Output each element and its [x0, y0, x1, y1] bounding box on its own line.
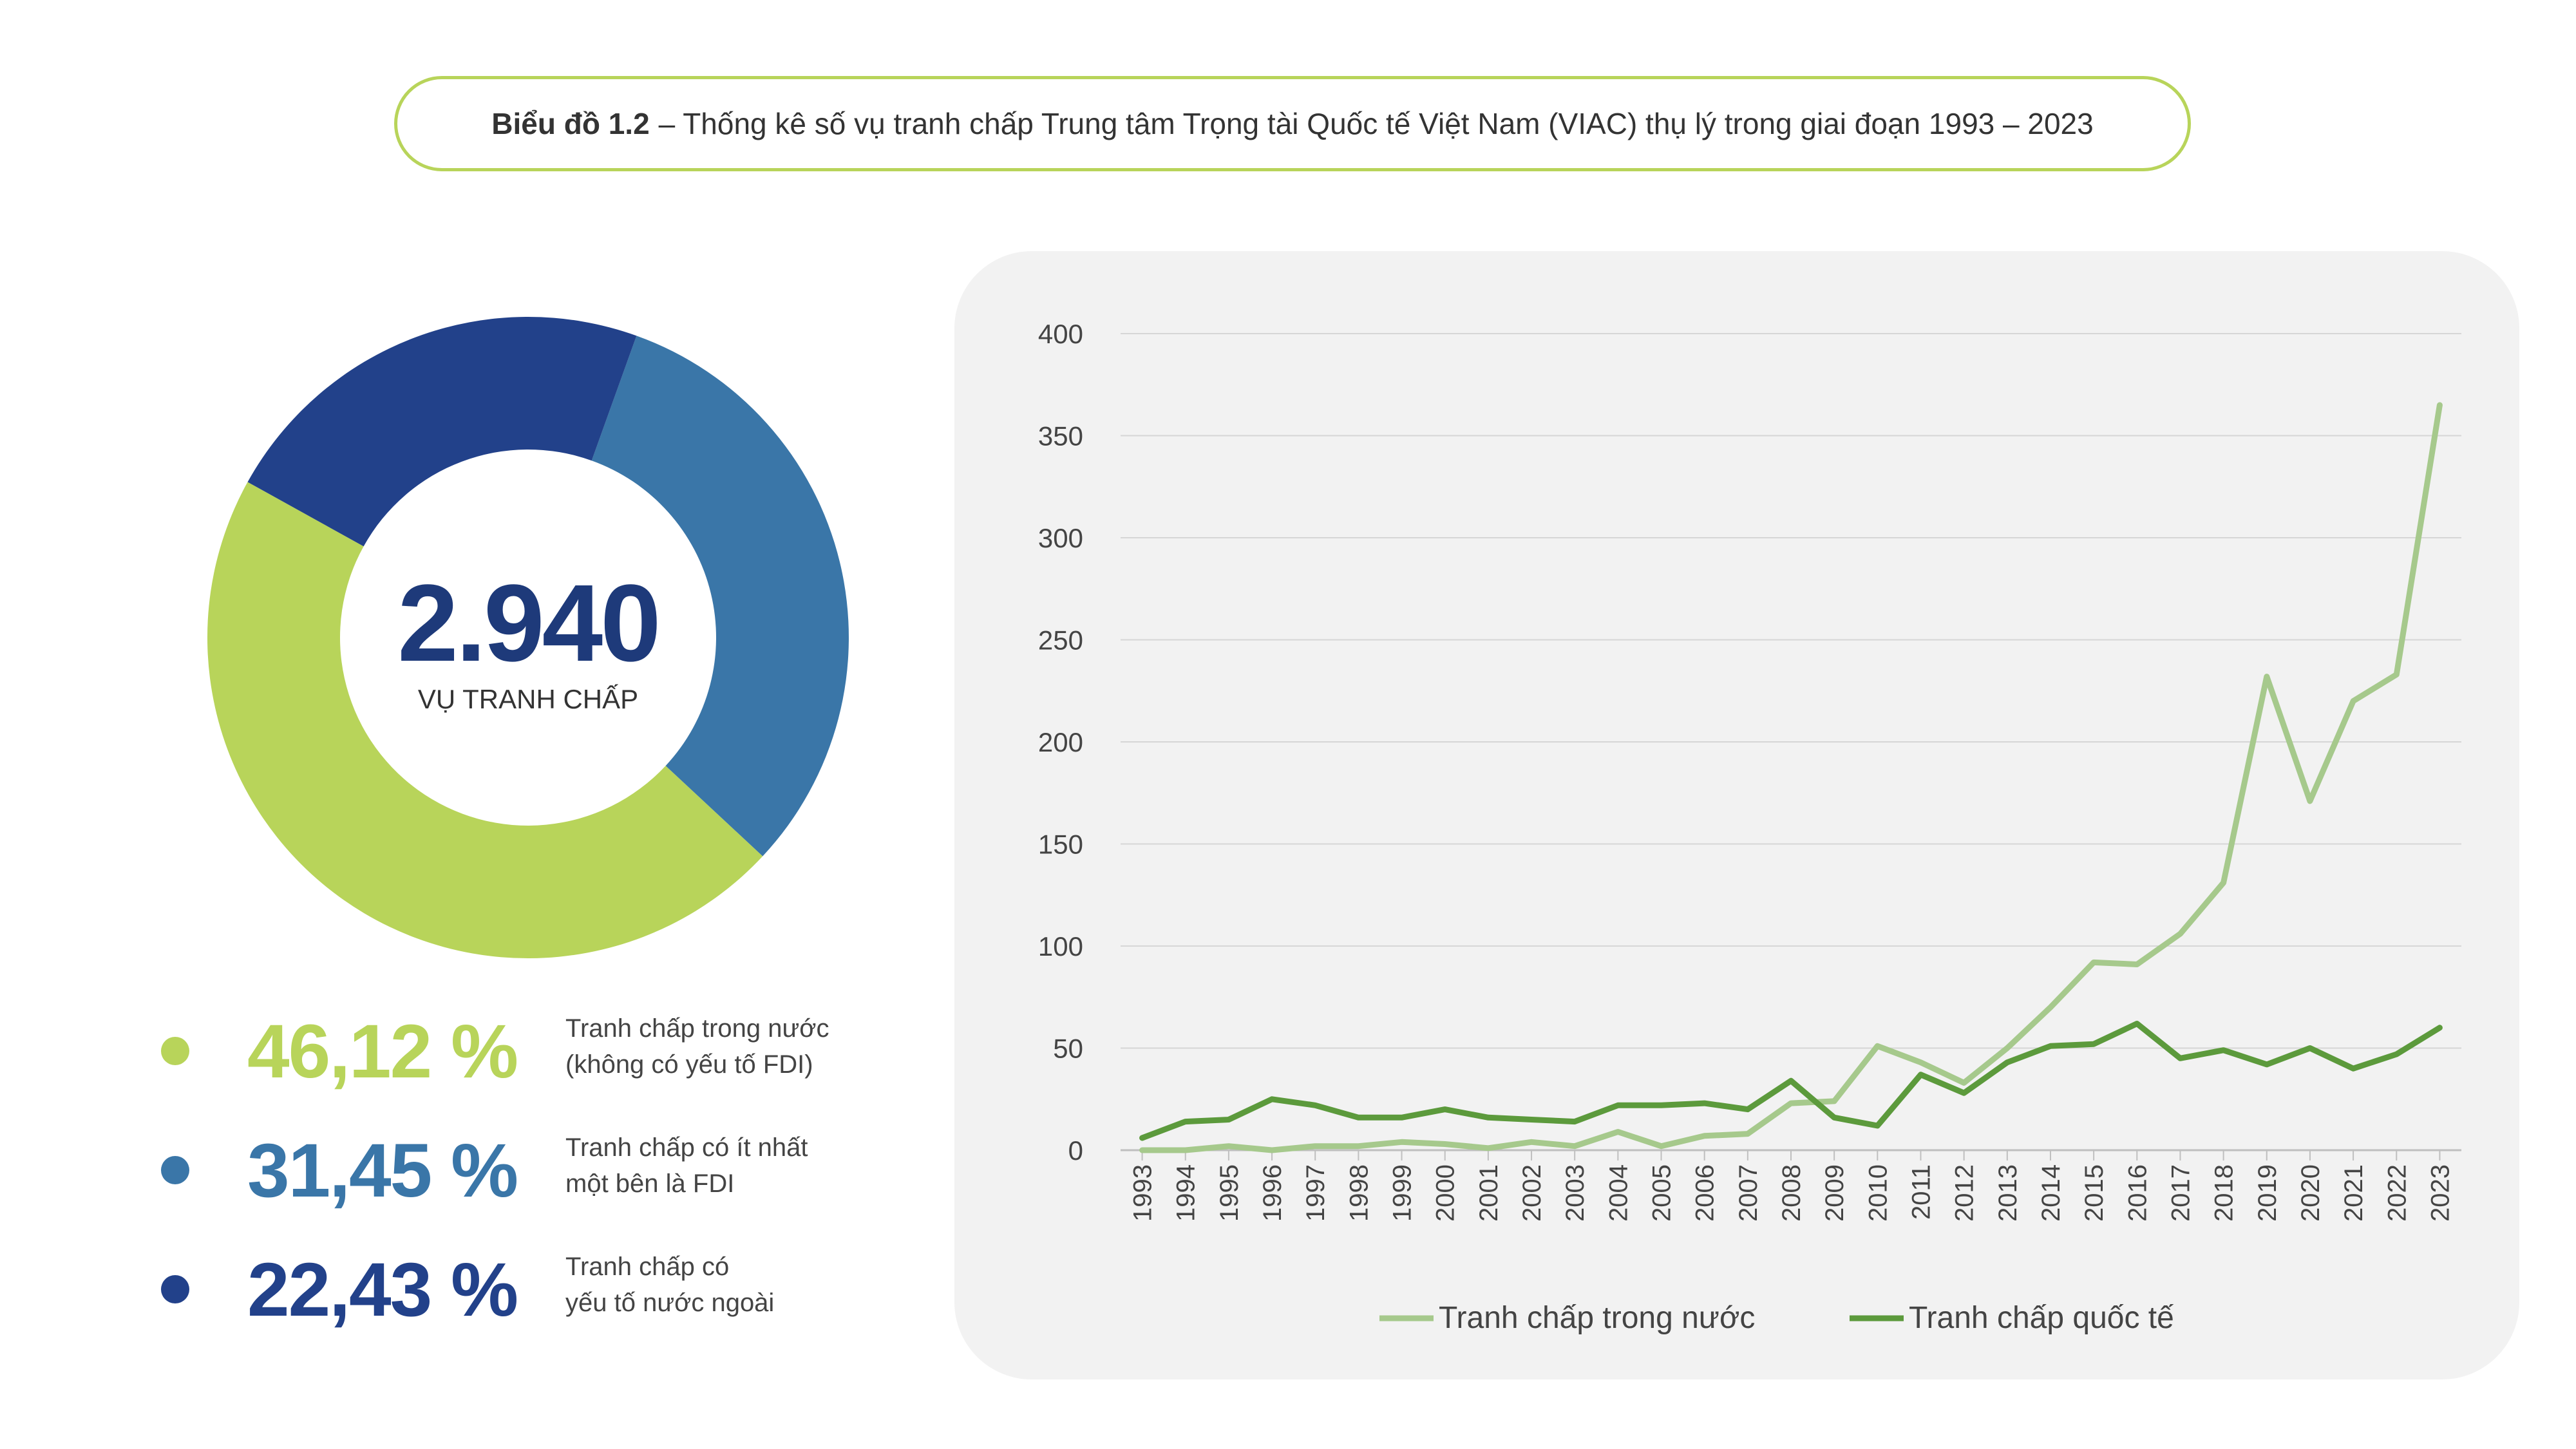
- x-tick-label: 2013: [1994, 1164, 2022, 1222]
- x-tick-label: 2003: [1561, 1164, 1589, 1222]
- legend-pct-domestic: 46,12 %: [247, 1009, 518, 1094]
- legend-row-foreign: 22,43 % Tranh chấp có yếu tố nước ngoài: [161, 1246, 934, 1343]
- x-tick-label: 2005: [1648, 1164, 1676, 1222]
- x-tick-label: 1997: [1302, 1164, 1330, 1222]
- legend-desc-fdi: Tranh chấp có ít nhất một bên là FDI: [565, 1133, 808, 1198]
- donut-center-value: 2.940: [397, 562, 661, 685]
- donut-svg: [207, 317, 849, 958]
- legend-pct-fdi: 31,45 %: [247, 1128, 518, 1213]
- y-tick-label: 400: [1038, 319, 1083, 349]
- x-tick-label: 2001: [1475, 1164, 1503, 1222]
- line-chart-card: 0 50 100 150 200 250 300 350 400 1993 1994 1995 1996…: [954, 251, 2519, 1379]
- chart-title-text: – Thống kê số vụ tranh chấp Trung tâm Tr…: [658, 107, 2094, 140]
- x-tick-label: 1996: [1258, 1164, 1287, 1222]
- chart-title: Biểu đồ 1.2 – Thống kê số vụ tranh chấp …: [394, 76, 2191, 171]
- x-tick-label: 2017: [2166, 1164, 2195, 1222]
- x-tick-label: 2022: [2383, 1164, 2411, 1222]
- donut-chart: 2.940 VỤ TRANH CHẤP: [187, 296, 869, 979]
- x-tick-label: 1993: [1129, 1164, 1157, 1222]
- donut-slice-fdi: [591, 336, 849, 857]
- chart-title-bold: Biểu đồ 1.2: [491, 107, 650, 140]
- series-line-international: [1139, 1021, 2443, 1141]
- x-tick-label: 2010: [1864, 1164, 1892, 1222]
- series-line-domestic: [1139, 402, 2443, 1153]
- x-tick-label: 2015: [2080, 1164, 2108, 1222]
- x-tick-label: 2006: [1691, 1164, 1719, 1222]
- y-tick-label: 150: [1038, 829, 1083, 860]
- y-tick-label: 50: [1053, 1034, 1083, 1064]
- x-tick-label: 2021: [2340, 1164, 2368, 1222]
- x-tick-label: 1999: [1388, 1164, 1417, 1222]
- x-tick-label: 2000: [1432, 1164, 1460, 1222]
- x-tick-label: 1995: [1215, 1164, 1244, 1222]
- legend-entry-domestic: Tranh chấp trong nước: [1379, 1301, 1755, 1335]
- y-tick-label: 200: [1038, 727, 1083, 757]
- x-tick-label: 2014: [2037, 1164, 2065, 1222]
- x-tick-label: 2020: [2297, 1164, 2325, 1222]
- y-tick-label: 300: [1038, 523, 1083, 553]
- x-tick-label: 2004: [1604, 1164, 1633, 1222]
- donut-slice-foreign: [247, 317, 637, 547]
- x-tick-label: 2023: [2426, 1164, 2454, 1222]
- legend-dot-foreign: [161, 1275, 189, 1303]
- x-tick-label: 1994: [1172, 1164, 1200, 1222]
- x-tick-label: 1998: [1345, 1164, 1373, 1222]
- legend-dot-domestic: [161, 1037, 189, 1065]
- legend-label: Tranh chấp trong nước: [1439, 1301, 1755, 1335]
- x-tick-label: 2018: [2210, 1164, 2239, 1222]
- legend-desc-domestic: Tranh chấp trong nước (không có yếu tố F…: [565, 1014, 829, 1079]
- legend-desc-foreign: Tranh chấp có yếu tố nước ngoài: [565, 1253, 775, 1317]
- legend-row-fdi: 31,45 % Tranh chấp có ít nhất một bên là…: [161, 1127, 934, 1224]
- x-tick-label: 2002: [1518, 1164, 1546, 1222]
- line-chart-svg: 0 50 100 150 200 250 300 350 400 1993 1994 1995 1996…: [1038, 319, 2461, 1335]
- y-tick-label: 0: [1068, 1135, 1083, 1166]
- x-tick-label: 2009: [1821, 1164, 1849, 1222]
- x-tick-label: 2008: [1777, 1164, 1806, 1222]
- y-tick-label: 100: [1038, 931, 1083, 961]
- y-tick-label: 250: [1038, 625, 1083, 656]
- y-tick-label: 350: [1038, 421, 1083, 451]
- donut-center-label: VỤ TRANH CHẤP: [417, 684, 639, 714]
- legend-label: Tranh chấp quốc tế: [1909, 1301, 2174, 1335]
- x-tick-label: 2016: [2123, 1164, 2152, 1222]
- legend-row-domestic: 46,12 % Tranh chấp trong nước (không có …: [161, 1008, 934, 1104]
- x-tick-label: 2012: [1951, 1164, 1979, 1222]
- legend-dot-fdi: [161, 1156, 189, 1184]
- x-tick-label: 2007: [1734, 1164, 1763, 1222]
- x-tick-label: 2011: [1907, 1164, 1935, 1220]
- x-tick-label: 2019: [2253, 1164, 2282, 1222]
- legend-entry-international: Tranh chấp quốc tế: [1850, 1301, 2174, 1335]
- donut-slice-domestic: [207, 482, 763, 958]
- legend-pct-foreign: 22,43 %: [247, 1247, 518, 1332]
